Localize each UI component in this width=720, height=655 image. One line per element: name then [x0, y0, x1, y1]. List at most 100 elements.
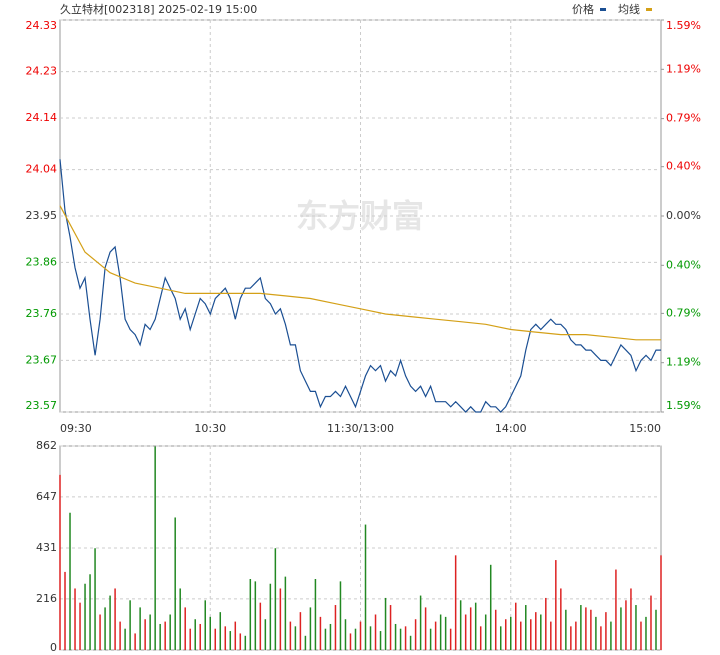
volume-bar — [434, 621, 437, 650]
x-tick-label: 15:00 — [629, 422, 661, 435]
volume-bar — [314, 579, 317, 650]
volume-bar — [444, 616, 447, 650]
volume-bar — [565, 609, 567, 650]
volume-bar — [605, 612, 607, 650]
volume-bar — [399, 628, 402, 650]
volume-bar — [439, 614, 442, 650]
y-tick-label: 24.23 — [26, 65, 58, 78]
volume-bar — [254, 581, 257, 650]
y2-tick-label: 0.40% — [666, 160, 701, 173]
y-tick-label: 431 — [36, 541, 57, 554]
volume-bar — [194, 619, 196, 650]
series-line — [59, 205, 661, 341]
volume-bar — [184, 607, 186, 650]
y-tick-label: 23.57 — [26, 399, 58, 412]
y-tick-label: 647 — [36, 490, 57, 503]
volume-bar — [164, 621, 166, 650]
volume-bar — [560, 588, 562, 650]
y-tick-label: 23.67 — [26, 353, 58, 366]
volume-bar — [424, 607, 427, 650]
volume-bar — [349, 633, 352, 650]
volume-bar — [259, 602, 262, 650]
volume-bar — [264, 619, 267, 650]
volume-bar — [610, 621, 612, 650]
volume-bar — [580, 605, 582, 650]
volume-bar — [600, 626, 602, 650]
volume-bar — [149, 614, 151, 650]
y-tick-label: 216 — [36, 592, 57, 605]
volume-bar — [364, 524, 367, 650]
volume-bar — [79, 602, 81, 650]
volume-bar — [284, 576, 287, 650]
volume-bar — [354, 628, 357, 650]
volume-bar — [384, 597, 387, 650]
volume-bar — [109, 595, 111, 650]
volume-bar — [334, 605, 337, 650]
volume-bar — [274, 548, 277, 650]
volume-bar — [540, 614, 542, 650]
volume-bar — [570, 626, 572, 650]
volume-bar — [454, 555, 457, 650]
volume-bar — [414, 619, 417, 650]
volume-bar — [469, 607, 472, 650]
volume-bar — [615, 569, 617, 650]
volume-bar — [515, 602, 517, 650]
volume-bar — [159, 623, 161, 650]
y-tick-label: 24.14 — [26, 111, 58, 124]
volume-bar — [244, 635, 247, 650]
volume-bar — [344, 619, 347, 650]
y2-tick-label: 1.19% — [666, 62, 701, 75]
volume-bar — [154, 446, 156, 650]
volume-bar — [169, 614, 171, 650]
volume-bar — [504, 619, 507, 650]
volume-bar — [595, 616, 597, 650]
y2-tick-label: 0.79% — [666, 112, 701, 125]
volume-bar — [304, 635, 307, 650]
y2-tick-label: 0.79% — [666, 306, 701, 319]
volume-bar — [404, 626, 407, 650]
series-line — [59, 159, 661, 413]
volume-bar — [484, 614, 487, 650]
volume-bar — [585, 607, 587, 650]
volume-bar — [449, 628, 452, 650]
volume-bar — [369, 626, 372, 650]
y-tick-label: 862 — [36, 439, 57, 452]
volume-bar — [510, 616, 512, 650]
volume-bar — [234, 621, 237, 650]
volume-bar — [249, 579, 252, 650]
volume-bar — [545, 597, 547, 650]
volume-bar — [379, 631, 382, 650]
volume-bar — [419, 595, 422, 650]
y-tick-label: 0 — [50, 641, 57, 654]
volume-bar — [520, 621, 522, 650]
volume-bar — [124, 628, 126, 650]
volume-bar — [555, 560, 557, 650]
y2-tick-label: 0.00% — [666, 209, 701, 222]
volume-bar — [459, 600, 462, 650]
volume-bar — [199, 623, 201, 650]
y2-tick-label: 1.19% — [666, 356, 701, 369]
volume-bar — [474, 602, 477, 650]
volume-bar — [464, 614, 467, 650]
volume-bar — [359, 621, 362, 650]
volume-bar — [394, 623, 397, 650]
volume-bar — [479, 626, 482, 650]
x-tick-label: 10:30 — [194, 422, 226, 435]
volume-bar — [94, 548, 96, 650]
chart-title: 久立特材[002318] 2025-02-19 15:00 — [60, 2, 257, 16]
volume-bar — [74, 588, 76, 650]
volume-bar — [139, 607, 141, 650]
volume-bar — [409, 635, 412, 650]
volume-bar — [179, 588, 181, 650]
volume-bar — [279, 588, 282, 650]
volume-bar — [655, 609, 657, 650]
volume-bar — [550, 621, 552, 650]
x-tick-label: 14:00 — [495, 422, 527, 435]
volume-bar — [209, 616, 211, 650]
volume-bar — [289, 621, 292, 650]
volume-bar — [84, 583, 86, 650]
volume-bar — [494, 609, 497, 650]
volume-bar — [224, 626, 227, 650]
volume-bar — [64, 571, 66, 650]
x-tick-label: 09:30 — [60, 422, 92, 435]
